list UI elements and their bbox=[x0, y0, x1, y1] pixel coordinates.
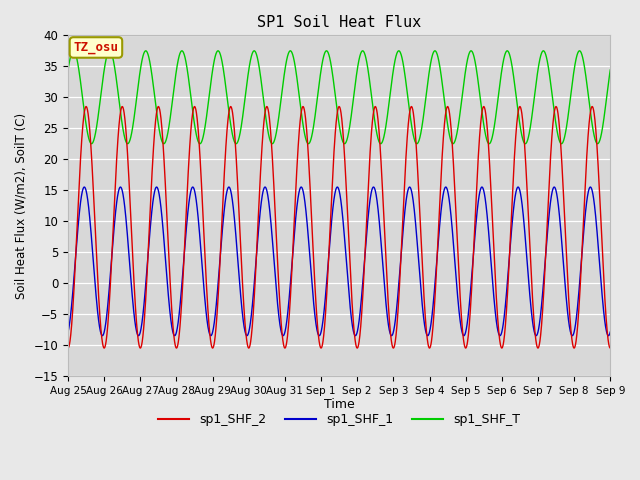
sp1_SHF_T bbox=[538, 51, 545, 57]
Text: TZ_osu: TZ_osu bbox=[74, 41, 118, 54]
sp1_SHF_2 bbox=[83, 104, 90, 109]
sp1_SHF_2 bbox=[538, 324, 545, 330]
sp1_SHF_T bbox=[596, 137, 604, 143]
sp1_SHF_T bbox=[607, 67, 614, 73]
sp1_SHF_2 bbox=[296, 124, 303, 130]
sp1_SHF_2 bbox=[596, 194, 604, 200]
sp1_SHF_2 bbox=[272, 229, 280, 235]
sp1_SHF_T bbox=[594, 141, 602, 146]
sp1_SHF_1 bbox=[296, 187, 303, 192]
sp1_SHF_T bbox=[158, 139, 166, 145]
sp1_SHF_1 bbox=[81, 184, 88, 190]
sp1_SHF_T bbox=[70, 48, 77, 54]
sp1_SHF_T bbox=[296, 96, 303, 102]
sp1_SHF_T bbox=[126, 137, 134, 143]
sp1_SHF_2 bbox=[64, 345, 72, 351]
sp1_SHF_T bbox=[272, 131, 280, 136]
Line: sp1_SHF_1: sp1_SHF_1 bbox=[68, 187, 611, 336]
sp1_SHF_1 bbox=[126, 266, 134, 272]
sp1_SHF_T bbox=[64, 67, 72, 73]
Line: sp1_SHF_2: sp1_SHF_2 bbox=[68, 107, 611, 348]
sp1_SHF_1 bbox=[158, 217, 166, 223]
sp1_SHF_1 bbox=[607, 329, 614, 335]
sp1_SHF_1 bbox=[272, 285, 280, 290]
sp1_SHF_2 bbox=[126, 199, 134, 204]
Legend: sp1_SHF_2, sp1_SHF_1, sp1_SHF_T: sp1_SHF_2, sp1_SHF_1, sp1_SHF_T bbox=[153, 408, 525, 431]
sp1_SHF_2 bbox=[158, 130, 166, 135]
sp1_SHF_2 bbox=[607, 345, 614, 351]
Y-axis label: Soil Heat Flux (W/m2), SoilT (C): Soil Heat Flux (W/m2), SoilT (C) bbox=[15, 113, 28, 299]
sp1_SHF_1 bbox=[605, 333, 612, 338]
sp1_SHF_1 bbox=[596, 263, 604, 269]
Line: sp1_SHF_T: sp1_SHF_T bbox=[68, 51, 611, 144]
Title: SP1 Soil Heat Flux: SP1 Soil Heat Flux bbox=[257, 15, 421, 30]
X-axis label: Time: Time bbox=[324, 398, 355, 411]
sp1_SHF_1 bbox=[538, 304, 545, 310]
sp1_SHF_1 bbox=[64, 329, 72, 335]
